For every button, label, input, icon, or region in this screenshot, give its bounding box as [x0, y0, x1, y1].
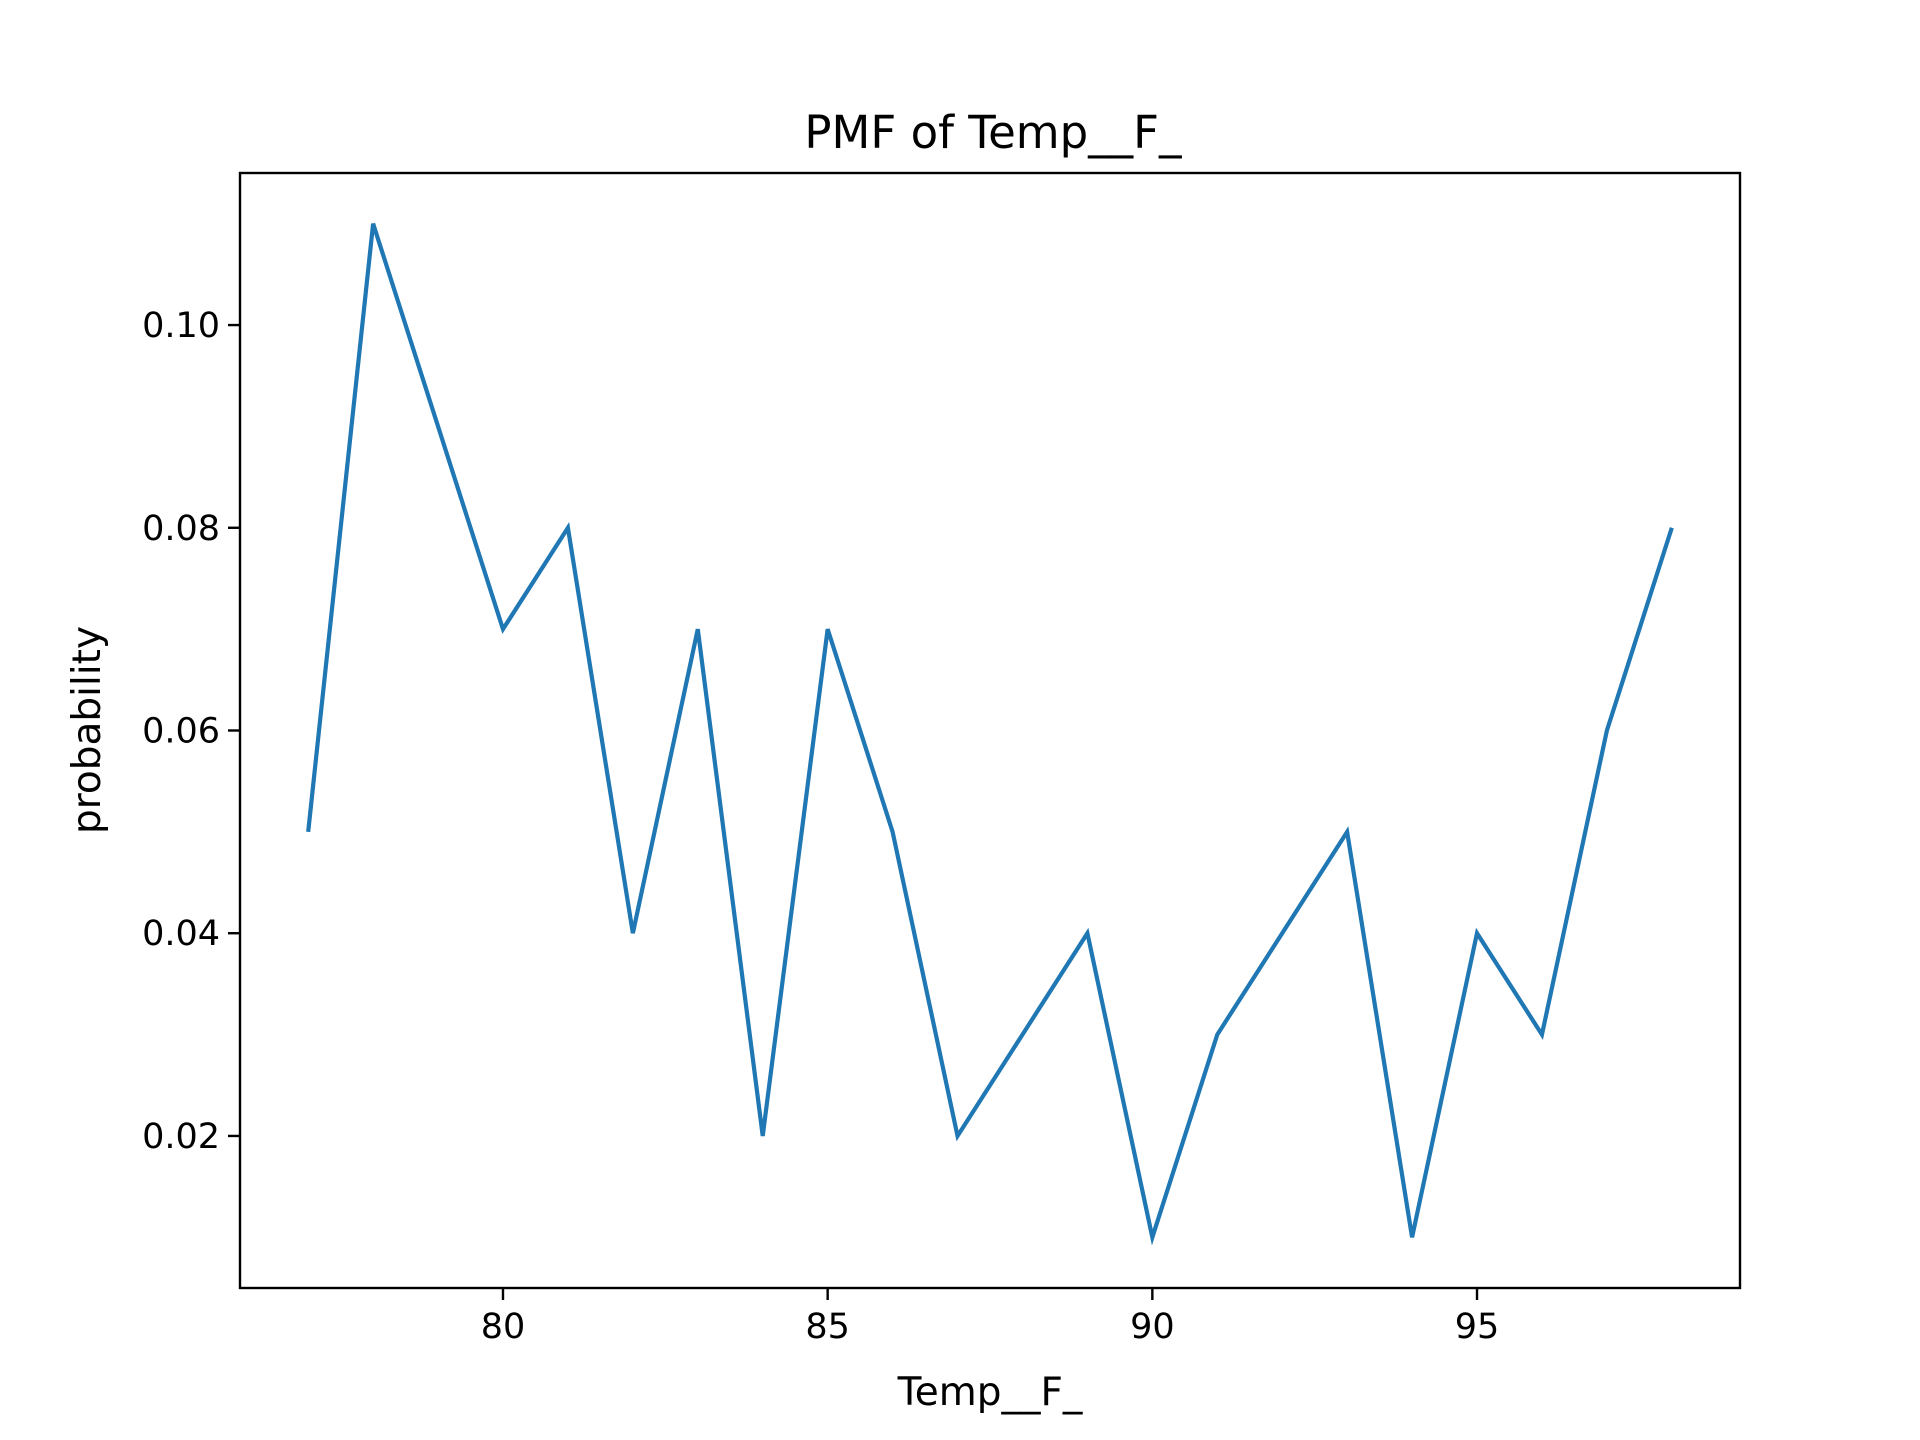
x-tick-label: 95: [1455, 1307, 1500, 1347]
plot-area: [238, 171, 1742, 1290]
chart-title: PMF of Temp__F_: [804, 106, 1182, 159]
plot-background: [240, 173, 1740, 1288]
y-tick-label: 0.10: [142, 306, 220, 346]
y-axis: 0.02 0.04 0.06 0.08 0.10: [142, 306, 240, 1157]
y-tick-label: 0.08: [142, 509, 220, 549]
y-axis-label: probability: [65, 626, 110, 834]
y-tick-label: 0.04: [142, 914, 220, 954]
series-line: [306, 223, 1674, 1246]
x-tick-label: 90: [1130, 1307, 1175, 1347]
x-axis-label: Temp__F_: [897, 1370, 1083, 1415]
y-tick-label: 0.06: [142, 712, 220, 752]
x-axis: 80 85 90 95: [481, 1288, 1500, 1347]
x-tick-label: 85: [805, 1307, 850, 1347]
x-tick-label: 80: [481, 1307, 526, 1347]
y-tick-label: 0.02: [142, 1117, 220, 1157]
